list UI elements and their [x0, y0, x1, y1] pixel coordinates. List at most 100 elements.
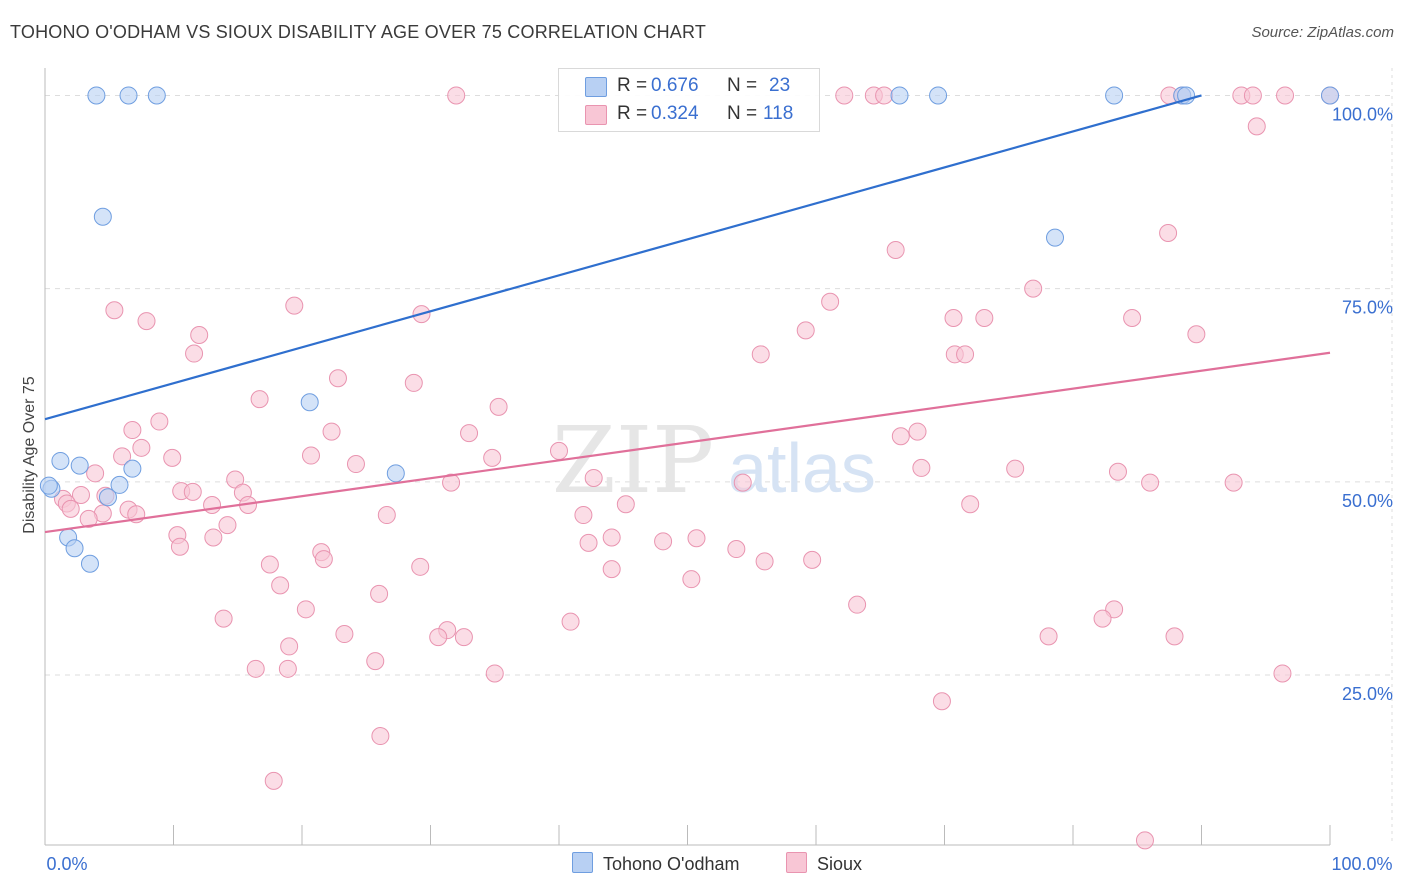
sioux-point [447, 86, 466, 105]
axes [44, 68, 1331, 846]
sioux-point [370, 584, 389, 603]
x-tick-label: 100.0% [1331, 854, 1392, 874]
sioux-point [411, 557, 430, 576]
tohono-point [1321, 86, 1339, 105]
sioux-point [584, 468, 603, 487]
tohono-point [98, 488, 117, 507]
sioux-point [908, 422, 927, 441]
sioux-point [328, 369, 347, 388]
r-label: R = [617, 103, 648, 124]
sioux-point [961, 495, 980, 514]
tohono-point [890, 86, 909, 105]
sioux-point [322, 422, 341, 441]
sioux-point [260, 555, 279, 574]
sioux-point [86, 464, 105, 483]
x-tick-label: 0.0% [46, 854, 87, 874]
tohono-point [386, 464, 405, 483]
sioux-point [280, 637, 299, 656]
sioux-point [932, 692, 951, 711]
sioux-point [975, 309, 994, 327]
tohono-point [110, 475, 129, 494]
tohono-point [65, 539, 84, 558]
sioux-point [460, 424, 479, 443]
sioux-swatch [585, 105, 607, 125]
sioux-point [278, 659, 297, 678]
sioux-point [314, 550, 333, 569]
sioux-point [886, 241, 905, 259]
tick-labels: 25.0% 50.0% 75.0% 100.0% 0.0% 100.0% [46, 104, 1393, 874]
sioux-point [727, 540, 746, 559]
sioux-point [1006, 459, 1025, 478]
sioux-point [204, 528, 223, 547]
tohono-point [123, 459, 142, 478]
sioux-point [602, 560, 621, 579]
sioux-point [137, 312, 156, 331]
tohono-point [70, 456, 89, 475]
sioux-point [61, 499, 80, 518]
y-tick-label: 25.0% [1342, 684, 1393, 704]
sioux-point [1243, 86, 1262, 105]
tohono-point [39, 476, 58, 495]
sioux-point [203, 496, 222, 514]
watermark-atlas: atlas [728, 429, 876, 507]
sioux-point [733, 473, 752, 492]
sioux-point [803, 550, 822, 569]
legend-label: Tohono O'odham [603, 854, 740, 874]
sioux-point [1159, 224, 1178, 242]
r-value: 0.324 [651, 103, 699, 124]
stats-row-sioux: R = 0.324 N = 118 [559, 100, 819, 130]
tohono-legend-swatch [572, 852, 593, 873]
source-credit: Source: ZipAtlas.com [1251, 24, 1394, 41]
sioux-point [891, 427, 910, 446]
sioux-point [79, 509, 98, 528]
sioux-point [123, 421, 142, 440]
grid-lines [45, 68, 1393, 845]
sioux-point [163, 448, 182, 467]
sioux-point [489, 397, 508, 416]
sioux-point [1024, 279, 1043, 298]
sioux-legend-swatch [786, 852, 807, 873]
sioux-point [1108, 462, 1127, 481]
sioux-point [377, 506, 396, 525]
sioux-point [1123, 309, 1142, 327]
sioux-point [1187, 325, 1206, 344]
stats-box: R = 0.676 N = 23 R = 0.324 N = 118 [558, 68, 820, 132]
tohono-point [929, 86, 948, 105]
tohono-point [1046, 228, 1065, 247]
sioux-point [170, 537, 189, 556]
sioux-point [912, 458, 931, 477]
sioux-point [1039, 627, 1058, 646]
tohono-points [39, 86, 1339, 573]
legend-item-sioux[interactable]: Sioux [786, 852, 862, 875]
sioux-point [579, 533, 598, 552]
sioux-point [1093, 609, 1112, 628]
sioux-point [442, 473, 461, 492]
tohono-point [51, 451, 70, 470]
tohono-point [300, 393, 319, 412]
sioux-point [190, 326, 209, 344]
sioux-point [250, 390, 269, 409]
sioux-point [71, 485, 90, 504]
sioux-point [296, 600, 315, 619]
sioux-point [113, 447, 132, 466]
sioux-point [485, 664, 504, 683]
sioux-point [956, 345, 975, 364]
sioux-point [218, 516, 237, 535]
sioux-point [132, 438, 151, 457]
sioux-point [1247, 117, 1266, 136]
sioux-point [796, 321, 815, 340]
sioux-point [454, 628, 473, 647]
tohono-point [93, 207, 112, 226]
n-value: 23 [769, 75, 791, 96]
sioux-point [835, 86, 854, 105]
sioux-points [53, 86, 1339, 850]
sioux-point [285, 296, 304, 315]
r-label: R = [617, 75, 648, 96]
tohono-point [119, 86, 138, 105]
tohono-swatch [585, 77, 607, 97]
sioux-point [404, 373, 423, 392]
sioux-point [246, 659, 265, 678]
watermark-zip: ZIP [552, 407, 714, 514]
sioux-point [574, 506, 593, 525]
legend-item-tohono[interactable]: Tohono O'odham [572, 852, 740, 875]
